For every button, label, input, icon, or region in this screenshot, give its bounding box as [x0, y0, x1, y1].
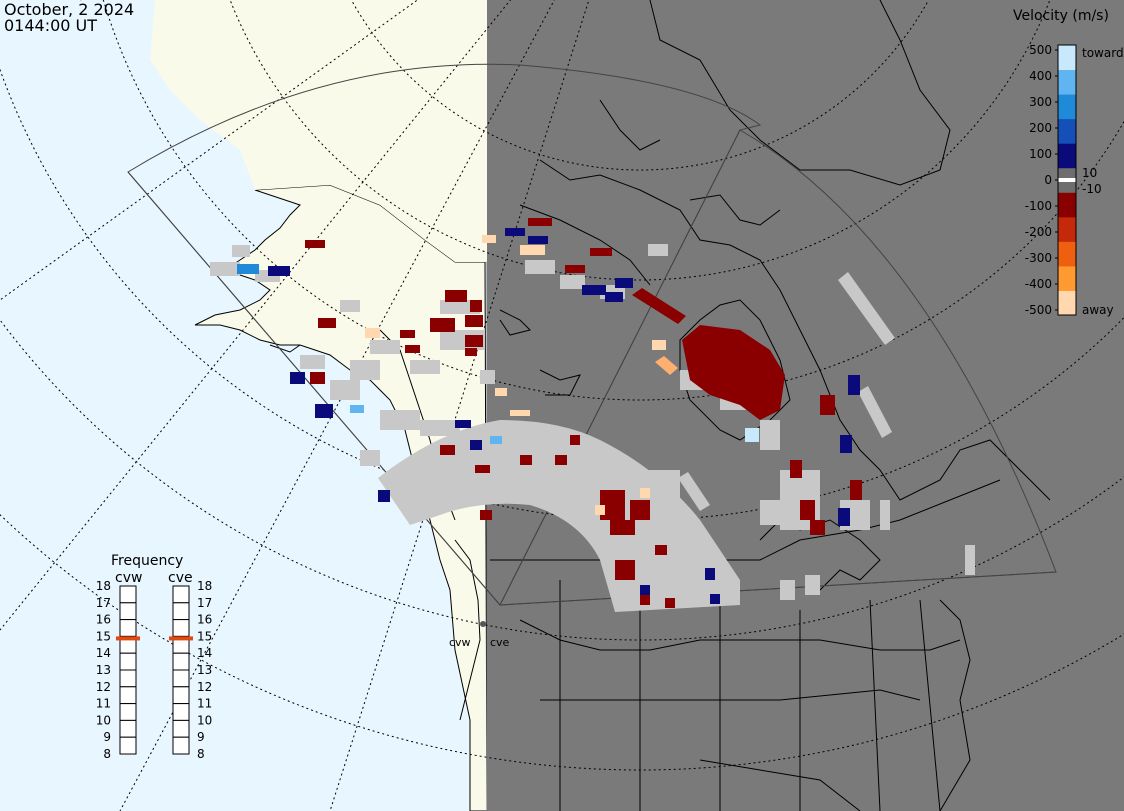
velocity-tick-label: 0 — [1044, 173, 1052, 187]
frequency-cell — [119, 719, 137, 738]
velocity-color-segment — [1058, 265, 1076, 291]
velocity-color-segment — [1058, 216, 1076, 242]
frequency-cell — [119, 652, 137, 671]
frequency-scale-label: 13 — [197, 663, 212, 677]
frequency-scale: 18 17 16 15 14 13 12 11 10 9 8 18 17 16 15 14 13 12 11 10 9 8 — [96, 579, 213, 761]
frequency-scale-label: 9 — [197, 730, 205, 744]
velocity-tick-label: -300 — [1025, 251, 1052, 265]
frequency-scale-label: 11 — [96, 697, 111, 711]
radar-label-cvw: cvw — [449, 636, 471, 649]
frequency-cell — [119, 736, 137, 755]
frequency-cell — [172, 652, 190, 671]
velocity-tick-label: 400 — [1029, 69, 1052, 83]
velocity-color-segment — [1058, 69, 1076, 95]
velocity-tick-label: -200 — [1025, 225, 1052, 239]
frequency-scale-label: 10 — [96, 713, 111, 727]
frequency-cell — [119, 669, 137, 688]
velocity-color-segment — [1058, 192, 1076, 218]
frequency-scale-label: 10 — [197, 713, 212, 727]
frequency-cell — [119, 602, 137, 621]
frequency-scale-label: 17 — [197, 596, 212, 610]
frequency-scale-label: 18 — [96, 579, 111, 593]
frequency-scale-label: 12 — [96, 680, 111, 694]
frequency-scale-label: 16 — [197, 613, 212, 627]
velocity-away-label: away — [1082, 303, 1114, 317]
radar-sites: cvw cve — [449, 621, 510, 649]
velocity-marker-lower: -10 — [1082, 182, 1102, 196]
velocity-tick-label: 100 — [1029, 147, 1052, 161]
frequency-cell — [172, 736, 190, 755]
velocity-tick-label: 500 — [1029, 43, 1052, 57]
velocity-color-segment — [1058, 290, 1076, 316]
frequency-scale-label: 8 — [197, 747, 205, 761]
frequency-cell — [172, 669, 190, 688]
date-label: October, 2 2024 — [4, 0, 134, 19]
velocity-tick-label: 200 — [1029, 121, 1052, 135]
frequency-scale-label: 11 — [197, 697, 212, 711]
terminator-edge — [486, 0, 499, 811]
frequency-cell — [119, 585, 137, 604]
frequency-cell — [119, 619, 137, 637]
land-yukon-north — [150, 0, 498, 262]
velocity-colorbar — [1057, 44, 1077, 316]
velocity-color-segment — [1058, 45, 1076, 71]
velocity-away-cells — [305, 218, 862, 608]
velocity-color-segment — [1058, 241, 1076, 267]
frequency-selected-marker — [169, 636, 193, 641]
fov-outlines — [127, 63, 1057, 606]
velocity-toward-label: toward — [1082, 46, 1124, 60]
velocity-ticks: 500 400 300 200 100 0 -100 -200 -300 -400 -500 — [1025, 43, 1058, 317]
frequency-cell — [119, 703, 137, 721]
frequency-scale-label: 15 — [197, 629, 212, 643]
radar-site-marker — [480, 621, 486, 627]
frequency-scale-label: 16 — [96, 613, 111, 627]
coastlines-night — [490, 0, 1051, 811]
velocity-marker-upper: 10 — [1082, 166, 1097, 180]
frequency-scale-label: 9 — [103, 730, 111, 744]
radar-label-cve: cve — [490, 636, 510, 649]
frequency-cell — [172, 619, 190, 637]
velocity-tick-label: -400 — [1025, 277, 1052, 291]
velocity-color-segment — [1058, 143, 1076, 169]
frequency-scale-label: 8 — [103, 747, 111, 761]
frequency-cell — [172, 719, 190, 738]
frequency-legend: Frequency cvw cve 1817161514131211109818… — [96, 553, 213, 761]
velocity-tick-label: -100 — [1025, 199, 1052, 213]
velocity-zero-band — [1058, 178, 1076, 182]
frequency-cell — [172, 686, 190, 705]
frequency-cell — [172, 585, 190, 604]
velocity-toward-cells — [237, 228, 860, 604]
velocity-color-segment — [1058, 118, 1076, 144]
frequency-scale-label: 17 — [96, 596, 111, 610]
velocity-tick-label: -500 — [1025, 303, 1052, 317]
night-region — [487, 0, 1124, 811]
frequency-selected-marker — [116, 636, 140, 641]
frequency-scale-label: 14 — [96, 646, 111, 660]
frequency-legend-title: Frequency — [111, 553, 183, 569]
velocity-legend: Velocity (m/s) 500 400 300 200 100 0 -100 -200 -… — [1013, 8, 1124, 317]
frequency-scale-label: 18 — [197, 579, 212, 593]
velocity-legend-title: Velocity (m/s) — [1013, 8, 1109, 24]
frequency-scale-label: 13 — [96, 663, 111, 677]
frequency-cell — [172, 602, 190, 621]
frequency-radar-label-cvw: cvw — [115, 570, 142, 586]
frequency-cell — [119, 686, 137, 705]
frequency-radar-label-cve: cve — [168, 570, 193, 586]
frequency-scale-label: 14 — [197, 646, 212, 660]
time-label: 0144:00 UT — [4, 16, 97, 35]
velocity-tick-label: 300 — [1029, 95, 1052, 109]
frequency-scale-label: 12 — [197, 680, 212, 694]
frequency-cell — [172, 703, 190, 721]
velocity-color-segment — [1058, 94, 1076, 120]
frequency-scale-label: 15 — [96, 629, 111, 643]
